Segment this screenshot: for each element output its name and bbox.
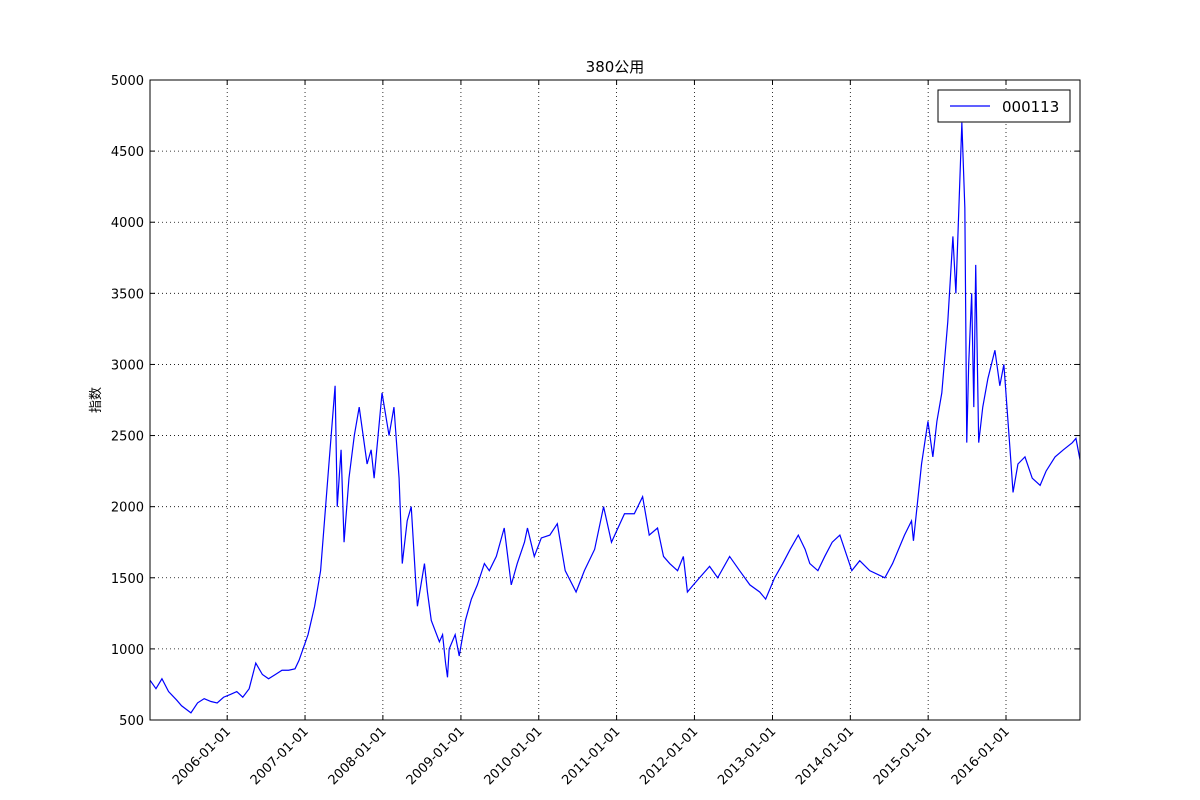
y-tick-label: 4000 bbox=[111, 216, 144, 231]
y-tick-label: 3500 bbox=[111, 287, 144, 302]
y-tick-label: 500 bbox=[119, 714, 144, 729]
y-tick-label: 3000 bbox=[111, 358, 144, 373]
plot-frame bbox=[149, 79, 1081, 721]
y-tick-label: 5000 bbox=[111, 74, 144, 89]
y-tick-label: 2500 bbox=[111, 430, 144, 445]
y-tick-label: 1000 bbox=[111, 643, 144, 658]
y-tick-label: 2000 bbox=[111, 501, 144, 516]
y-tick-label: 1500 bbox=[111, 572, 144, 587]
data-line bbox=[149, 122, 1081, 714]
y-tick-label: 4500 bbox=[111, 145, 144, 160]
chart-title: 380公用 bbox=[586, 58, 645, 76]
y-axis-label: 指数 bbox=[89, 387, 104, 413]
legend-label: 000113 bbox=[1002, 98, 1059, 116]
